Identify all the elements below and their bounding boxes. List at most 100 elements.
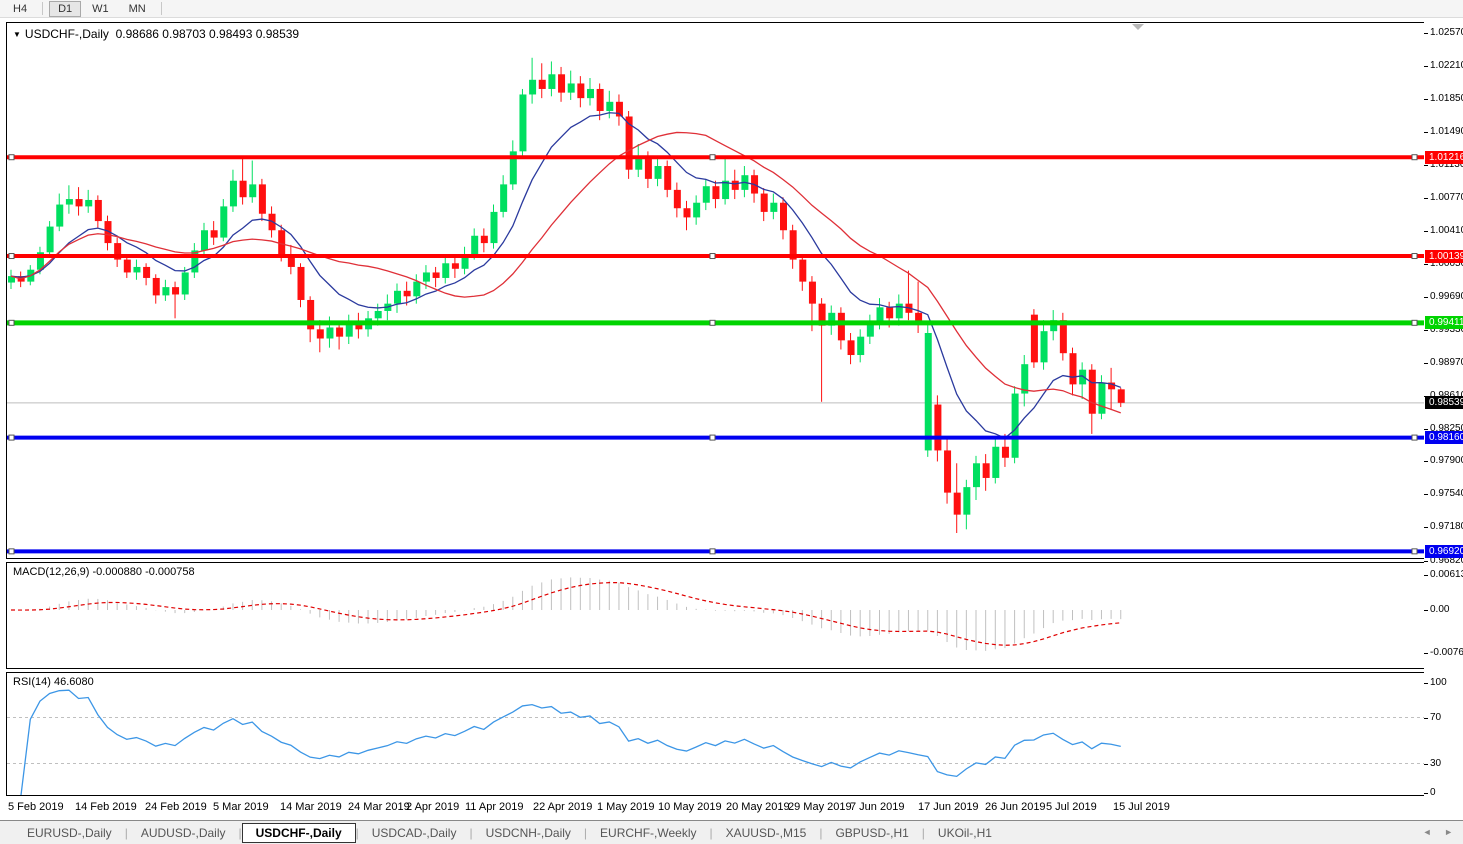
macd-panel[interactable]: MACD(12,26,9) -0.000880 -0.000758 bbox=[6, 562, 1425, 669]
date-tick-label: 17 Jun 2019 bbox=[918, 801, 979, 813]
tab-separator: | bbox=[124, 825, 128, 840]
date-tick-label: 2 Apr 2019 bbox=[406, 801, 460, 813]
axis-tick-mark bbox=[1424, 231, 1428, 233]
axis-tick-mark bbox=[1424, 264, 1428, 266]
timeframe-button-w1[interactable]: W1 bbox=[92, 2, 109, 15]
axis-tick-label: 1.01490 bbox=[1430, 126, 1463, 138]
chevron-down-icon: ▼ bbox=[13, 30, 21, 39]
date-tick-label: 29 May 2019 bbox=[788, 801, 852, 813]
horizontal-line-0.98160[interactable] bbox=[7, 434, 1424, 441]
line-handle[interactable] bbox=[1411, 154, 1418, 161]
rsi-canvas[interactable] bbox=[7, 673, 1424, 795]
chart-tab-usdchf-daily[interactable]: USDCHF-,Daily bbox=[241, 822, 356, 843]
axis-tick-mark bbox=[1424, 33, 1428, 34]
date-tick-label: 24 Feb 2019 bbox=[145, 801, 207, 813]
date-tick-label: 15 Jul 2019 bbox=[1113, 801, 1170, 813]
line-handle[interactable] bbox=[8, 319, 15, 326]
axis-tick-label: 0.97540 bbox=[1430, 488, 1463, 500]
line-handle[interactable] bbox=[1411, 253, 1418, 260]
chart-tab-eurusd-daily[interactable]: EURUSD-,Daily bbox=[27, 825, 112, 840]
chart-tab-gbpusd-h1[interactable]: GBPUSD-,H1 bbox=[835, 825, 909, 840]
price-chart-canvas[interactable] bbox=[7, 23, 1424, 558]
line-handle[interactable] bbox=[1411, 319, 1418, 326]
chart-tab-usdcad-daily[interactable]: USDCAD-,Daily bbox=[371, 825, 457, 840]
axis-tick-mark bbox=[1424, 165, 1428, 167]
line-handle[interactable] bbox=[709, 548, 716, 555]
line-handle[interactable] bbox=[709, 434, 716, 441]
tab-separator: | bbox=[583, 825, 588, 840]
axis-tick-label: 0.99690 bbox=[1430, 291, 1463, 303]
axis-tick-label: 0.96820 bbox=[1430, 554, 1463, 566]
horizontal-line-0.96920[interactable] bbox=[7, 548, 1424, 555]
horizontal-line-0.99411[interactable] bbox=[7, 319, 1424, 326]
axis-tick-label: 100 bbox=[1430, 677, 1447, 688]
chart-tab-xauusd-m15[interactable]: XAUUSD-,M15 bbox=[725, 825, 807, 840]
date-tick-label: 7 Jun 2019 bbox=[850, 801, 905, 813]
timeframe-button-h4[interactable]: H4 bbox=[13, 2, 28, 15]
chart-tab-ukoil-h1[interactable]: UKOil-,H1 bbox=[937, 825, 992, 840]
line-handle[interactable] bbox=[1411, 434, 1418, 441]
axis-tick-label: 0 bbox=[1430, 787, 1436, 798]
date-tick-label: 5 Jul 2019 bbox=[1046, 801, 1097, 813]
date-tick-label: 22 Apr 2019 bbox=[533, 801, 593, 813]
chart-tab-eurchf-weekly[interactable]: EURCHF-,Weekly bbox=[600, 825, 697, 840]
axis-tick-mark bbox=[1424, 717, 1428, 719]
tab-separator: | bbox=[709, 825, 713, 840]
price-axis[interactable]: 1.02570 1.02210 1.01850 1.01490 1.01130 1.007… bbox=[1424, 20, 1463, 820]
price-badge-0.98160: 0.98160 bbox=[1425, 431, 1463, 445]
chart-tab-bar: EURUSD-,Daily | AUDUSD-,Daily | USDCHF-,Dail… bbox=[0, 820, 1463, 844]
axis-tick-mark bbox=[1424, 132, 1428, 134]
line-handle[interactable] bbox=[709, 319, 716, 326]
chart-title: ▼ USDCHF-,Daily 0.98686 0.98703 0.98493 0… bbox=[13, 27, 299, 41]
macd-canvas[interactable] bbox=[7, 563, 1424, 668]
axis-tick-mark bbox=[1424, 198, 1428, 200]
date-tick-label: 24 Mar 2019 bbox=[348, 801, 410, 813]
horizontal-line-1.00139[interactable] bbox=[7, 253, 1424, 260]
line-handle[interactable] bbox=[709, 154, 716, 161]
tab-separator: | bbox=[469, 825, 473, 840]
tab-scroll-right-icon[interactable]: ► bbox=[1444, 827, 1453, 837]
axis-tick-label: 1.00050 bbox=[1430, 258, 1463, 270]
tab-scroll-left-icon[interactable]: ◄ bbox=[1422, 827, 1432, 837]
axis-tick-label: 1.02570 bbox=[1430, 27, 1463, 38]
tab-scroll-arrows: ◄ ► bbox=[1413, 827, 1453, 837]
axis-tick-label: 30 bbox=[1430, 757, 1442, 769]
rsi-line bbox=[20, 689, 1121, 795]
price-chart-panel[interactable]: ▼ USDCHF-,Daily 0.98686 0.98703 0.98493 0… bbox=[6, 22, 1425, 559]
chart-tab-usdcnh-daily[interactable]: USDCNH-,Daily bbox=[485, 825, 571, 840]
chart-shift-marker-icon[interactable] bbox=[1132, 24, 1144, 30]
line-handle[interactable] bbox=[8, 154, 15, 161]
timeframe-button-mn[interactable]: MN bbox=[128, 2, 146, 15]
rsi-label: RSI(14) 46.6080 bbox=[13, 676, 94, 688]
timeframe-button-d1[interactable]: D1 bbox=[49, 0, 82, 17]
candles bbox=[8, 57, 1125, 533]
line-handle[interactable] bbox=[8, 434, 15, 441]
axis-tick-label: 1.00770 bbox=[1430, 192, 1463, 204]
axis-tick-mark bbox=[1424, 363, 1428, 365]
horizontal-line-1.01216[interactable] bbox=[7, 154, 1424, 161]
rsi-panel[interactable]: RSI(14) 46.6080 bbox=[6, 672, 1425, 796]
axis-tick-label: 1.02210 bbox=[1430, 60, 1463, 72]
line-handle[interactable] bbox=[709, 253, 716, 260]
axis-tick-mark bbox=[1424, 653, 1428, 655]
axis-tick-label: 0.00 bbox=[1430, 604, 1450, 615]
macd-histogram bbox=[20, 577, 1122, 651]
ma-slow-line bbox=[10, 131, 1121, 414]
date-tick-label: 11 Apr 2019 bbox=[465, 801, 524, 813]
date-axis[interactable]: 5 Feb 2019 14 Feb 2019 24 Feb 2019 5 Mar 20… bbox=[6, 797, 1424, 818]
date-tick-label: 1 May 2019 bbox=[597, 801, 655, 813]
axis-tick-mark bbox=[1424, 527, 1428, 529]
axis-tick-mark bbox=[1424, 461, 1428, 463]
line-handle[interactable] bbox=[8, 253, 15, 260]
axis-tick-mark bbox=[1424, 330, 1428, 332]
price-badge-0.98539: 0.98539 bbox=[1425, 396, 1463, 410]
line-handle[interactable] bbox=[8, 548, 15, 555]
chart-tab-audusd-daily[interactable]: AUDUSD-,Daily bbox=[140, 825, 226, 840]
axis-tick-label: 0.98250 bbox=[1430, 423, 1463, 435]
timeframe-toolbar: H4 D1 W1 MN bbox=[0, 0, 1463, 18]
line-handle[interactable] bbox=[1411, 548, 1418, 555]
axis-tick-mark bbox=[1424, 297, 1428, 299]
axis-tick-label: 1.00410 bbox=[1430, 225, 1463, 237]
price-badge-1.00139: 1.00139 bbox=[1425, 249, 1463, 263]
